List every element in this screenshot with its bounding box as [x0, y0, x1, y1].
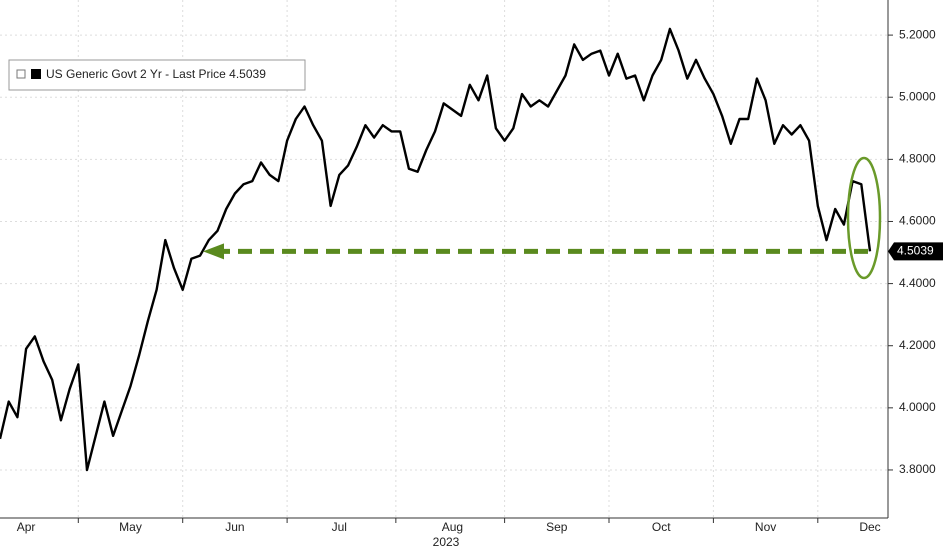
annotation-ellipse — [846, 156, 882, 280]
legend-swatch — [31, 69, 41, 79]
y-tick-label: 5.0000 — [899, 89, 936, 103]
x-tick-label: May — [119, 520, 142, 534]
y-tick-label: 4.4000 — [899, 276, 936, 290]
annotation-arrowhead — [203, 243, 224, 260]
legend-toggle — [16, 69, 26, 79]
x-tick-label: Oct — [652, 520, 671, 534]
x-tick-label: Nov — [755, 520, 776, 534]
x-tick-label: Jul — [332, 520, 347, 534]
y-tick-label: 3.8000 — [899, 462, 936, 476]
x-tick-label: Dec — [859, 520, 880, 534]
x-tick-label: Apr — [17, 520, 36, 534]
x-tick-label: Sep — [546, 520, 568, 534]
last-price-tag — [888, 242, 943, 261]
last-price-label: 4.5039 — [897, 243, 934, 257]
x-axis-label: 2023 — [433, 535, 460, 549]
y-tick-label: 4.2000 — [899, 338, 936, 352]
legend-box — [8, 59, 306, 91]
legend: US Generic Govt 2 Yr - Last Price 4.5039 — [8, 59, 306, 91]
y-tick-label: 4.6000 — [899, 214, 936, 228]
legend-label: US Generic Govt 2 Yr - Last Price 4.5039 — [46, 67, 266, 81]
y-tick-label: 4.8000 — [899, 152, 936, 166]
line-series — [0, 27, 872, 472]
x-tick-label: Jun — [225, 520, 244, 534]
y-tick-label: 5.2000 — [899, 27, 936, 41]
x-tick-label: Aug — [442, 520, 463, 534]
y-tick-label: 4.0000 — [899, 400, 936, 414]
